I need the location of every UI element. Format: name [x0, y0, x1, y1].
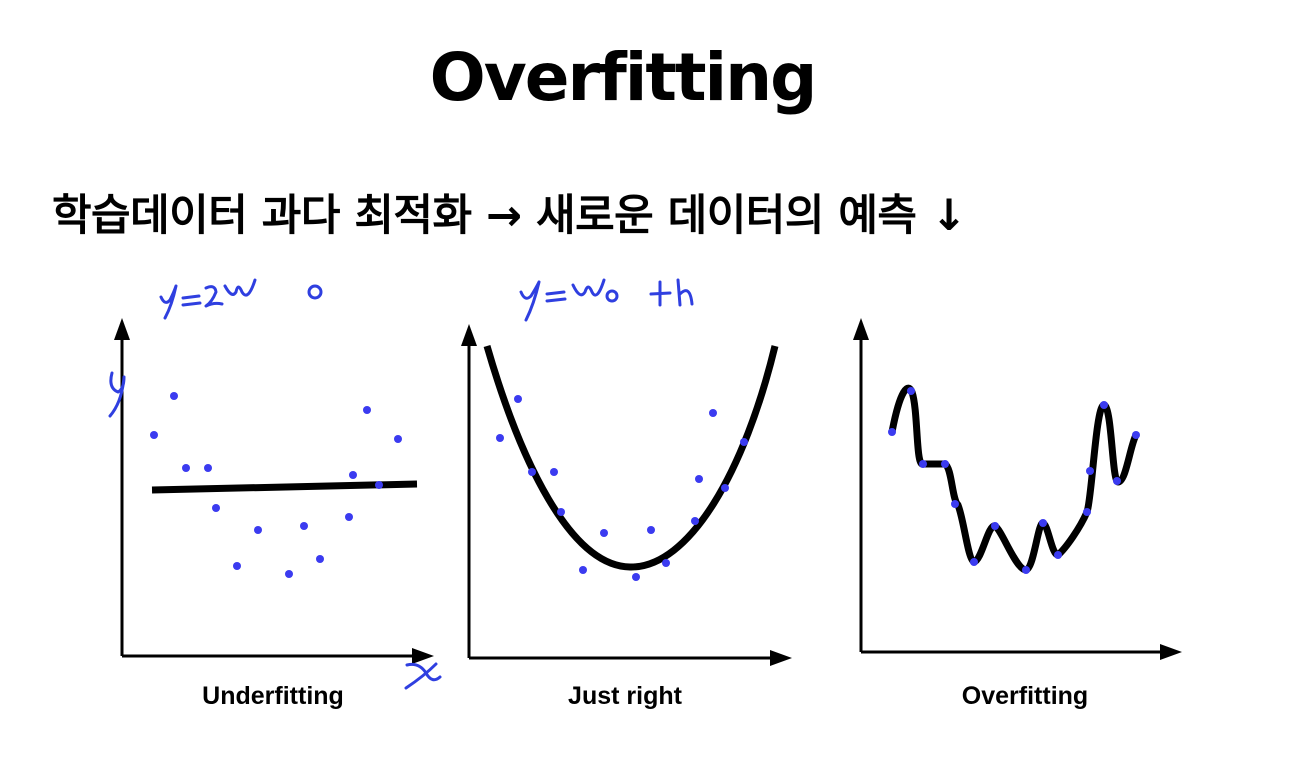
underfitting-y-arrowhead [114, 318, 130, 340]
data-point [907, 387, 915, 395]
data-point [1113, 477, 1121, 485]
data-point [375, 481, 383, 489]
data-point [721, 484, 729, 492]
overfitting-y-arrowhead [853, 318, 869, 340]
handwritten-w [571, 278, 606, 297]
data-point [919, 460, 927, 468]
data-point [970, 558, 978, 566]
data-point [951, 500, 959, 508]
data-point [233, 562, 241, 570]
overfitting-model-curve [888, 384, 1140, 574]
data-point [1100, 401, 1108, 409]
handwritten-y [159, 284, 178, 320]
data-point [740, 438, 748, 446]
data-point [204, 464, 212, 472]
data-point [557, 508, 565, 516]
data-point [300, 522, 308, 530]
just-right-panel [461, 278, 792, 666]
data-point [1054, 551, 1062, 559]
data-point [349, 471, 357, 479]
just-right-caption: Just right [568, 682, 682, 710]
handwritten-axis-x [404, 662, 442, 690]
data-point [695, 475, 703, 483]
overfitting-x-arrowhead [1160, 644, 1182, 660]
data-point [182, 464, 190, 472]
slide-subtitle: 학습데이터 과다 최적화 → 새로운 데이터의 예측 ↓ [52, 191, 967, 241]
data-point [285, 570, 293, 578]
just-right-model-curve [483, 345, 779, 571]
handwritten-h [676, 278, 694, 307]
data-point [514, 395, 522, 403]
data-point [709, 409, 717, 417]
data-point [150, 431, 158, 439]
underfitting-handwriting [108, 278, 442, 690]
handwritten-y [519, 280, 541, 322]
handwritten-zero [307, 284, 323, 300]
data-point [394, 435, 402, 443]
just-right-handwriting [519, 278, 694, 322]
data-point [888, 428, 896, 436]
data-point [363, 406, 371, 414]
data-point [1086, 467, 1094, 475]
slide-title: Overfitting [429, 39, 818, 116]
data-point [170, 392, 178, 400]
data-point [316, 555, 324, 563]
data-point [579, 566, 587, 574]
data-point [632, 573, 640, 581]
overfitting-panel [853, 318, 1182, 660]
data-point [496, 434, 504, 442]
handwritten-equals [545, 290, 567, 303]
just-right-points [496, 395, 748, 581]
underfitting-points [150, 392, 402, 578]
data-point [212, 504, 220, 512]
data-point [600, 529, 608, 537]
handwritten-zero [605, 289, 619, 303]
data-point [1132, 431, 1140, 439]
data-point [254, 526, 262, 534]
data-point [662, 559, 670, 567]
data-point [1022, 566, 1030, 574]
underfitting-panel [108, 278, 442, 690]
just-right-y-arrowhead [461, 324, 477, 346]
handwritten-plus [649, 280, 672, 307]
data-point [991, 522, 999, 530]
just-right-x-arrowhead [770, 650, 792, 666]
data-point [1039, 519, 1047, 527]
data-point [647, 526, 655, 534]
handwritten-axis-y [108, 371, 126, 418]
overfitting-caption: Overfitting [961, 682, 1089, 710]
handwritten-equals [181, 294, 202, 307]
underfitting-x-arrowhead [412, 648, 434, 664]
data-point [528, 468, 536, 476]
data-point [345, 513, 353, 521]
data-point [941, 460, 949, 468]
overfitting-points [888, 387, 1140, 574]
handwritten-w2 [223, 278, 257, 297]
handwritten-w [204, 285, 224, 308]
data-point [691, 517, 699, 525]
underfitting-model-line [151, 480, 418, 494]
underfitting-caption: Underfitting [202, 682, 344, 710]
data-point [550, 468, 558, 476]
data-point [1083, 508, 1091, 516]
